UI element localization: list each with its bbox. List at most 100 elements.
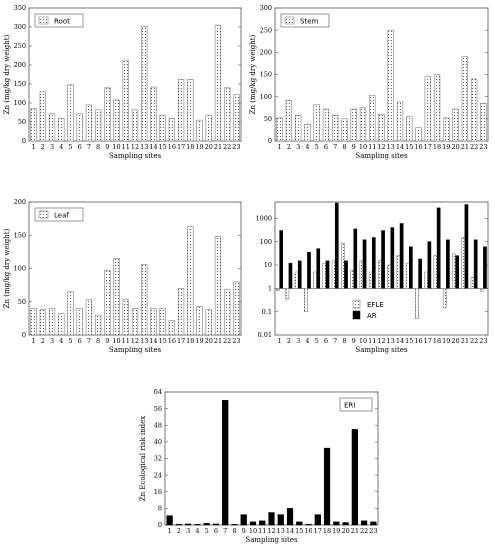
- bar: [341, 118, 348, 142]
- x-tick-label: 16: [168, 337, 176, 345]
- x-tick-label: 8: [342, 143, 346, 151]
- x-tick-label: 22: [223, 143, 231, 151]
- bar: [58, 117, 65, 142]
- bar: [305, 523, 312, 526]
- bar: [277, 514, 284, 526]
- bar: [30, 308, 37, 336]
- bar: [205, 309, 212, 336]
- x-tick-label: 2: [287, 143, 291, 151]
- x-tick-label: 15: [405, 143, 413, 151]
- bar-ar: [297, 260, 302, 289]
- bar: [113, 99, 120, 142]
- x-axis-title: Sampling sites: [355, 346, 408, 354]
- bar-ar: [446, 239, 450, 289]
- bar-ar: [464, 204, 469, 289]
- legend-label: EFLE: [367, 301, 384, 309]
- x-tick-label: 17: [177, 337, 185, 345]
- bar-ar: [279, 230, 284, 289]
- x-tick-label: 7: [87, 337, 91, 345]
- bar: [233, 281, 240, 336]
- bar: [67, 84, 74, 142]
- x-tick-label: 11: [122, 143, 130, 151]
- plot-frame: [164, 391, 379, 526]
- x-tick-label: 4: [195, 527, 199, 535]
- x-tick-label: 12: [131, 337, 139, 345]
- x-tick-label: 19: [442, 337, 450, 345]
- y-axis-title: Zn (mg/kg dry weight): [3, 228, 11, 308]
- bar: [177, 79, 185, 142]
- x-tick-label: 9: [242, 527, 246, 535]
- x-tick-label: 19: [332, 527, 340, 535]
- x-tick-label: 23: [369, 527, 377, 535]
- bar: [268, 512, 275, 526]
- bar: [222, 400, 229, 526]
- bar-ar: [436, 207, 441, 289]
- x-tick-label: 18: [433, 143, 441, 151]
- bar: [433, 74, 441, 142]
- legend-label: AR: [367, 312, 377, 320]
- bar-efle: [276, 288, 280, 291]
- bar: [166, 515, 173, 526]
- y-tick-label: 48: [154, 421, 162, 429]
- x-tick-label: 17: [314, 527, 322, 535]
- x-tick-label: 13: [277, 527, 285, 535]
- x-tick-label: 11: [368, 143, 376, 151]
- bar: [95, 314, 102, 336]
- bar: [470, 78, 478, 142]
- y-tick-label: 0.01: [258, 331, 272, 339]
- bar-efle: [294, 271, 299, 289]
- bar-efle: [378, 260, 382, 289]
- bar: [214, 236, 222, 336]
- x-tick-label: 21: [214, 143, 222, 151]
- x-tick-label: 17: [177, 143, 185, 151]
- bar: [322, 108, 330, 142]
- y-axis-title: Zn (mg/kg dry weight): [249, 34, 257, 114]
- bar: [196, 306, 203, 336]
- y-tick-label: 56: [154, 405, 162, 413]
- x-axis-title: Sampling sites: [109, 152, 162, 160]
- x-tick-label: 12: [267, 527, 275, 535]
- y-tick-label: 50: [264, 115, 272, 123]
- bar: [369, 95, 376, 142]
- bar: [205, 114, 212, 142]
- bar: [177, 288, 185, 336]
- y-tick-label: 100: [260, 238, 272, 246]
- x-tick-label: 11: [368, 337, 376, 345]
- x-tick-label: 1: [278, 337, 282, 345]
- x-tick-label: 20: [451, 337, 459, 345]
- x-tick-label: 5: [205, 527, 209, 535]
- bar-efle: [396, 255, 401, 289]
- x-tick-label: 16: [414, 337, 422, 345]
- legend-label: ERI: [344, 402, 355, 410]
- x-tick-label: 23: [232, 143, 240, 151]
- bar: [259, 520, 266, 526]
- y-tick-label: 100: [260, 93, 272, 101]
- legend-box: [339, 397, 373, 412]
- x-tick-label: 6: [324, 143, 328, 151]
- bar: [141, 264, 148, 336]
- bar-efle: [424, 271, 429, 289]
- bar: [214, 24, 222, 142]
- bar: [332, 115, 339, 142]
- bar-ar: [455, 255, 459, 289]
- legend-label: Leaf: [54, 212, 69, 220]
- x-tick-label: 9: [105, 337, 109, 345]
- x-tick-label: 16: [414, 143, 422, 151]
- x-tick-label: 16: [304, 527, 312, 535]
- legend-swatch: [38, 210, 49, 219]
- bar: [104, 87, 111, 142]
- y-tick-label: 200: [14, 198, 26, 206]
- x-tick-label: 9: [105, 143, 109, 151]
- x-tick-label: 8: [96, 337, 100, 345]
- bar: [378, 114, 385, 142]
- legend-swatch: [352, 299, 361, 309]
- bar: [351, 429, 358, 526]
- y-tick-label: 8: [158, 505, 162, 513]
- x-tick-label: 7: [223, 527, 227, 535]
- bar-ar: [427, 241, 432, 289]
- x-tick-label: 9: [352, 143, 356, 151]
- bar: [48, 113, 56, 142]
- x-tick-label: 10: [112, 337, 120, 345]
